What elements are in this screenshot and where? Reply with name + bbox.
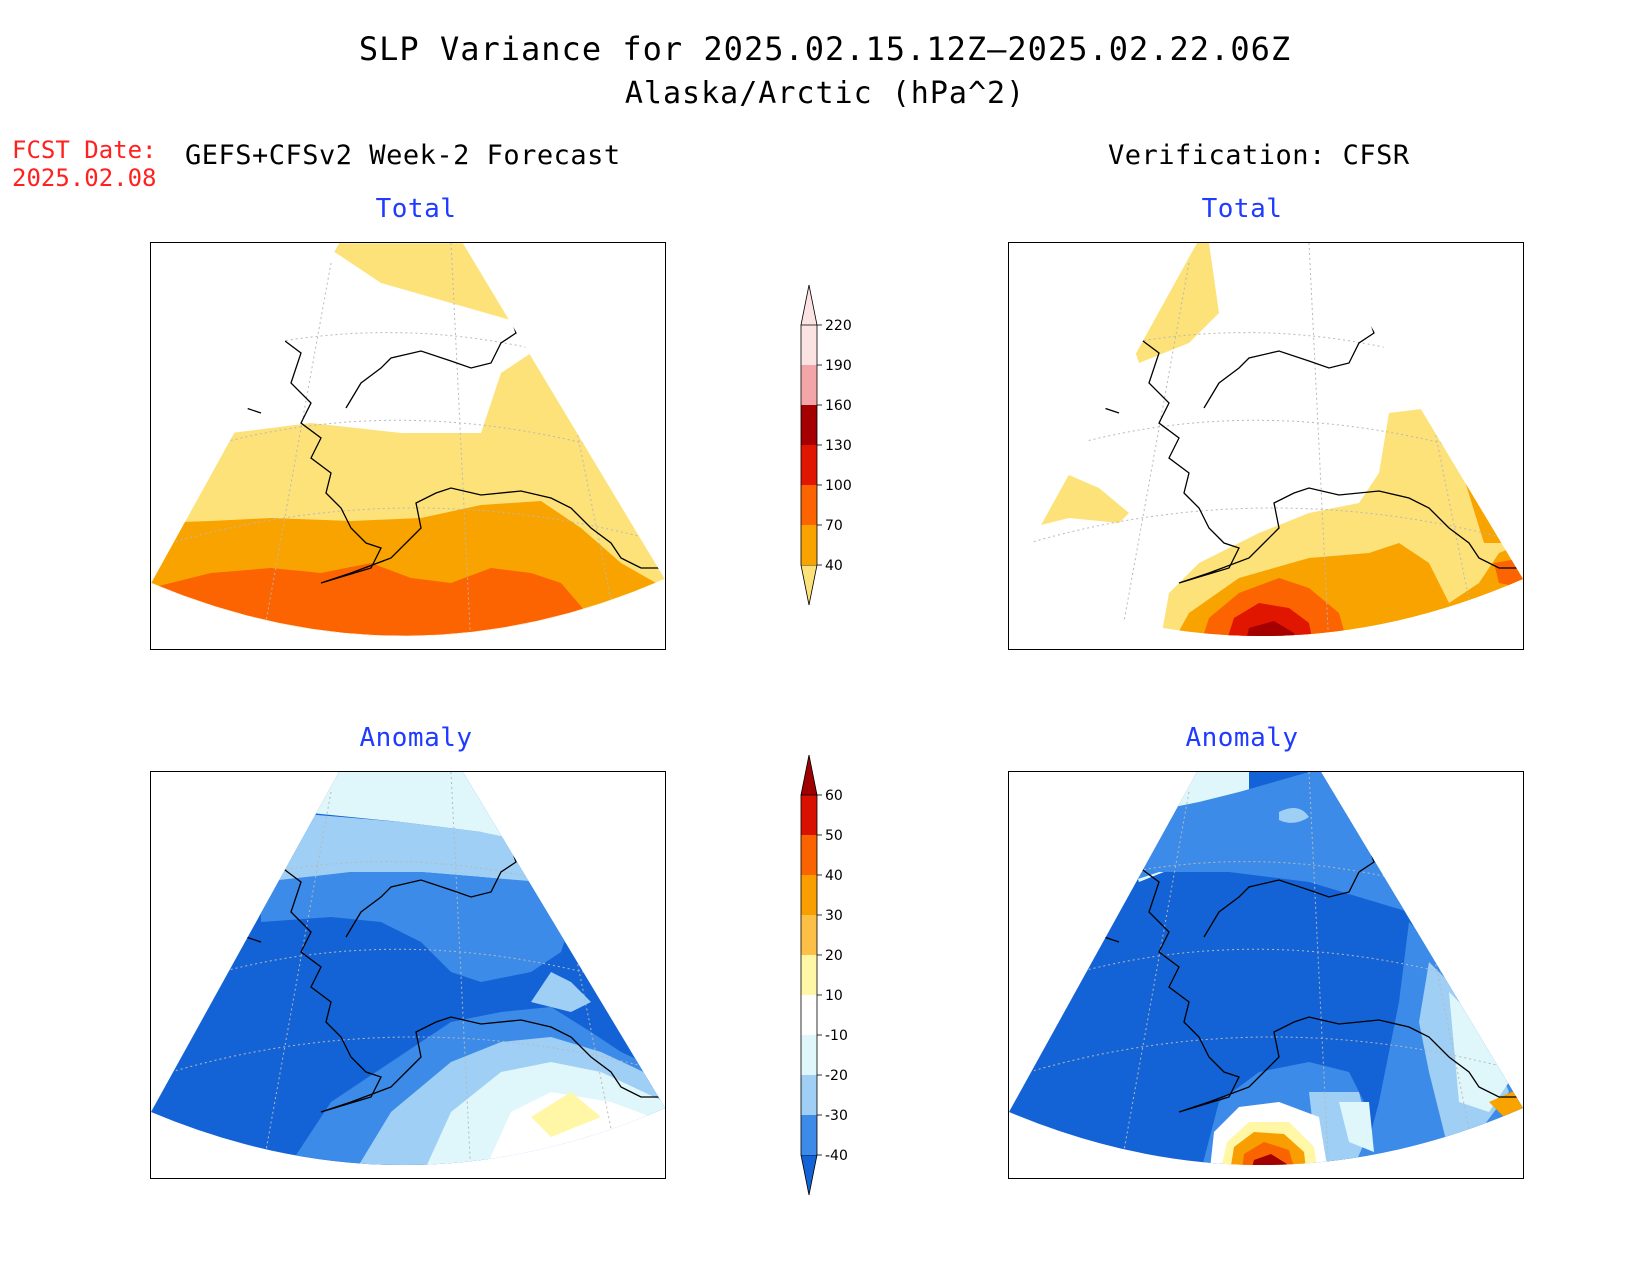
- anomaly-colorbar-swatch: [801, 915, 817, 955]
- anomaly-colorbar-tick-label: 60: [825, 788, 843, 804]
- anomaly-colorbar-swatch-high: [800, 754, 818, 796]
- forecast-date-value: 2025.02.08: [12, 164, 157, 192]
- main-title: SLP Variance for 2025.02.15.12Z—2025.02.…: [358, 30, 1292, 68]
- total-colorbar: 40 70 100 130 160 190 220: [795, 284, 865, 619]
- verification-header: Verification: CFSR: [1108, 140, 1410, 171]
- total-colorbar-swatch-low: [800, 564, 818, 606]
- anomaly-colorbar-tick-label: 30: [825, 908, 843, 924]
- anomaly-colorbar-swatch: [801, 875, 817, 915]
- forecast-anomaly-title: Anomaly: [359, 723, 473, 753]
- total-colorbar-tick-label: 70: [825, 518, 843, 534]
- anomaly-colorbar-outline: [800, 795, 818, 1155]
- total-colorbar-tick-label: 160: [825, 398, 852, 414]
- verification-anomaly-title: Anomaly: [1185, 723, 1299, 753]
- forecast-anomaly-map: [150, 771, 666, 1179]
- anomaly-colorbar-swatch: [801, 795, 817, 835]
- anomaly-colorbar-swatch: [801, 955, 817, 995]
- total-colorbar-swatch: [801, 445, 817, 485]
- total-colorbar-swatch-high: [800, 284, 818, 326]
- verification-total-map: [1008, 242, 1524, 650]
- main-subtitle: Alaska/Arctic (hPa^2): [624, 76, 1026, 111]
- anomaly-colorbar-tick-label: 10: [825, 988, 843, 1004]
- total-colorbar-swatch: [801, 525, 817, 565]
- forecast-date: FCST Date: 2025.02.08: [12, 136, 157, 192]
- anomaly-colorbar: -40 -30 -20 -10 10 20 30 40 50 60: [795, 754, 865, 1209]
- anomaly-colorbar-swatch: [801, 995, 817, 1035]
- anomaly-colorbar-tick-label: -20: [825, 1068, 848, 1084]
- total-colorbar-tick-label: 130: [825, 438, 852, 454]
- anomaly-colorbar-tick-label: 20: [825, 948, 843, 964]
- verification-total-title: Total: [1201, 194, 1283, 224]
- forecast-date-label: FCST Date:: [12, 136, 157, 164]
- anomaly-colorbar-swatch: [801, 835, 817, 875]
- verification-anomaly-map: [1008, 771, 1524, 1179]
- anomaly-colorbar-tick-label: 40: [825, 868, 843, 884]
- total-colorbar-swatch: [801, 405, 817, 445]
- anomaly-colorbar-swatch-low: [800, 1154, 818, 1196]
- total-colorbar-tick-label: 40: [825, 558, 843, 574]
- anomaly-colorbar-tick-label: -10: [825, 1028, 848, 1044]
- anomaly-colorbar-svg: -40 -30 -20 -10 10 20 30 40 50 60: [800, 754, 848, 1196]
- total-colorbar-swatch: [801, 365, 817, 405]
- anomaly-colorbar-swatch: [801, 1035, 817, 1075]
- total-colorbar-swatch: [801, 325, 817, 365]
- forecast-total-map: [150, 242, 666, 650]
- anomaly-colorbar-tick-label: 50: [825, 828, 843, 844]
- total-colorbar-svg: 40 70 100 130 160 190 220: [800, 284, 852, 606]
- total-colorbar-swatch: [801, 485, 817, 525]
- forecast-header: GEFS+CFSv2 Week-2 Forecast: [185, 140, 621, 171]
- forecast-total-title: Total: [375, 194, 457, 224]
- total-colorbar-tick-label: 190: [825, 358, 852, 374]
- total-colorbar-tick-label: 220: [825, 318, 852, 334]
- anomaly-colorbar-swatch: [801, 1075, 817, 1115]
- total-colorbar-tick-label: 100: [825, 478, 852, 494]
- anomaly-colorbar-tick-label: -30: [825, 1108, 848, 1124]
- anomaly-colorbar-swatch: [801, 1115, 817, 1155]
- anomaly-colorbar-tick-label: -40: [825, 1148, 848, 1164]
